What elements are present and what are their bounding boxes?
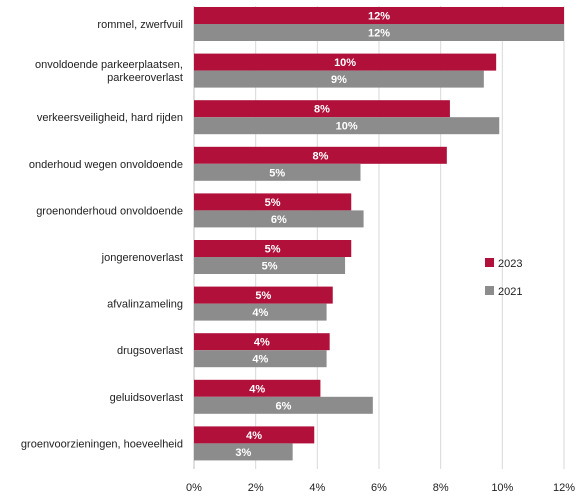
bar-2023-9 [194,426,315,444]
bar-2021-4 [194,210,364,228]
data-label-2021-1: 9% [331,74,347,86]
x-tick-label-2: 4% [309,482,325,494]
data-label-2023-1: 10% [334,57,356,69]
x-tick-label-1: 2% [248,482,264,494]
x-axis-ticks: 0% 2% 4% 6% 8% 10% 12% [186,482,575,494]
data-label-2023-6: 5% [255,290,271,302]
data-label-2021-7: 4% [252,354,268,366]
category-label-0-0: rommel, zwerfvuil [97,19,183,31]
data-label-2021-5: 5% [262,261,278,273]
x-tick-label-4: 8% [433,482,449,494]
category-label-2-0: verkeersveiligheid, hard rijden [37,112,183,124]
data-label-2023-9: 4% [246,430,262,442]
bar-2021-0 [194,24,564,41]
category-label-1-1: parkeeroverlast [107,72,183,84]
data-label-2023-0: 12% [368,11,390,23]
legend-label-2023: 2023 [498,258,522,270]
data-label-2021-9: 3% [235,447,251,459]
data-label-2021-0: 12% [368,28,390,40]
bar-2021-5 [194,257,346,274]
data-label-2021-4: 6% [271,214,287,226]
data-label-2021-3: 5% [269,167,285,179]
category-label-8-0: geluidsoverlast [110,392,183,404]
category-label-3-0: onderhoud wegen onvoldoende [29,159,183,171]
category-label-7-0: drugsoverlast [117,345,183,357]
bar-2023-5 [194,240,352,257]
bars: 12% 12% 10% 9% 8% 10% 8% 5% 5% 6% 5% 5% 5% 4% 4% 4% 4% 6%… [194,7,564,461]
data-label-2021-2: 10% [336,121,358,133]
bar-2023-7 [194,333,330,351]
bar-2021-9 [194,443,293,461]
category-label-4-0: groenonderhoud onvoldoende [36,205,183,217]
bar-2023-4 [194,193,352,211]
data-label-2021-6: 4% [252,307,268,319]
bar-2021-6 [194,303,327,321]
bar-2023-2 [194,100,450,118]
data-label-2023-2: 8% [314,104,330,116]
bar-2021-3 [194,163,361,181]
legend: 2023 2021 [485,258,522,298]
category-label-6-0: afvalinzameling [107,299,183,311]
category-label-9-0: groenvoorzieningen, hoeveelheid [21,438,183,450]
data-label-2021-8: 6% [275,400,291,412]
category-label-1-0: onvoldoende parkeerplaatsen, [35,59,183,71]
x-tick-label-5: 10% [491,482,513,494]
bar-2023-0 [194,7,564,24]
bar-2023-6 [194,286,333,304]
bar-2021-8 [194,396,373,414]
x-tick-label-3: 6% [371,482,387,494]
category-labels: rommel, zwerfvuil onvoldoende parkeerplaa… [21,19,183,450]
data-label-2023-5: 5% [265,244,281,256]
bar-2021-2 [194,117,500,135]
legend-swatch-2023 [485,258,494,267]
legend-swatch-2021 [485,286,494,295]
bar-2023-3 [194,146,447,164]
data-label-2023-7: 4% [254,337,270,349]
category-label-5-0: jongerenoverlast [101,252,183,264]
x-tick-label-0: 0% [186,482,202,494]
data-label-2023-3: 8% [312,150,328,162]
data-label-2023-8: 4% [249,383,265,395]
bar-2021-7 [194,350,327,368]
data-label-2023-4: 5% [265,197,281,209]
bar-2023-8 [194,379,321,397]
x-tick-label-6: 12% [553,482,575,494]
legend-label-2021: 2021 [498,286,522,298]
bar-2021-1 [194,70,484,88]
bar-2023-1 [194,53,497,71]
